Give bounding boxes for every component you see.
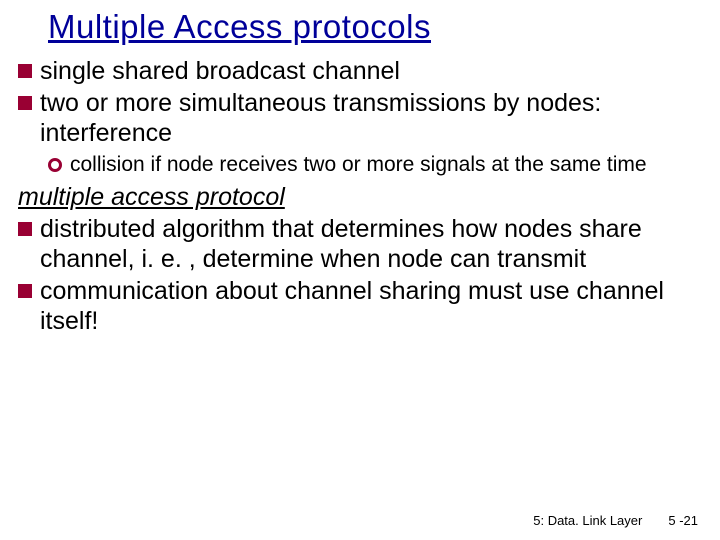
square-bullet-icon xyxy=(18,96,32,115)
subheading: multiple access protocol xyxy=(18,183,702,212)
bullet-text: two or more simultaneous transmissions b… xyxy=(40,88,702,148)
square-bullet-icon xyxy=(18,284,32,303)
bullet-item: communication about channel sharing must… xyxy=(18,276,702,336)
slide-footer: 5: Data. Link Layer 5 -21 xyxy=(533,513,698,528)
square-bullet-icon xyxy=(18,64,32,83)
footer-section: 5: Data. Link Layer xyxy=(533,513,642,528)
bullet-text: single shared broadcast channel xyxy=(40,56,400,86)
circle-bullet-icon xyxy=(48,158,62,177)
bullet-text: distributed algorithm that determines ho… xyxy=(40,214,702,274)
bullet-text: communication about channel sharing must… xyxy=(40,276,702,336)
bullet-item: single shared broadcast channel xyxy=(18,56,702,86)
sub-bullet-item: collision if node receives two or more s… xyxy=(48,152,702,177)
footer-page: 5 -21 xyxy=(668,513,698,528)
bullet-item: two or more simultaneous transmissions b… xyxy=(18,88,702,148)
bullet-item: distributed algorithm that determines ho… xyxy=(18,214,702,274)
slide-title: Multiple Access protocols xyxy=(48,8,702,46)
sub-bullet-text: collision if node receives two or more s… xyxy=(70,152,647,177)
square-bullet-icon xyxy=(18,222,32,241)
slide: Multiple Access protocols single shared … xyxy=(0,0,720,540)
